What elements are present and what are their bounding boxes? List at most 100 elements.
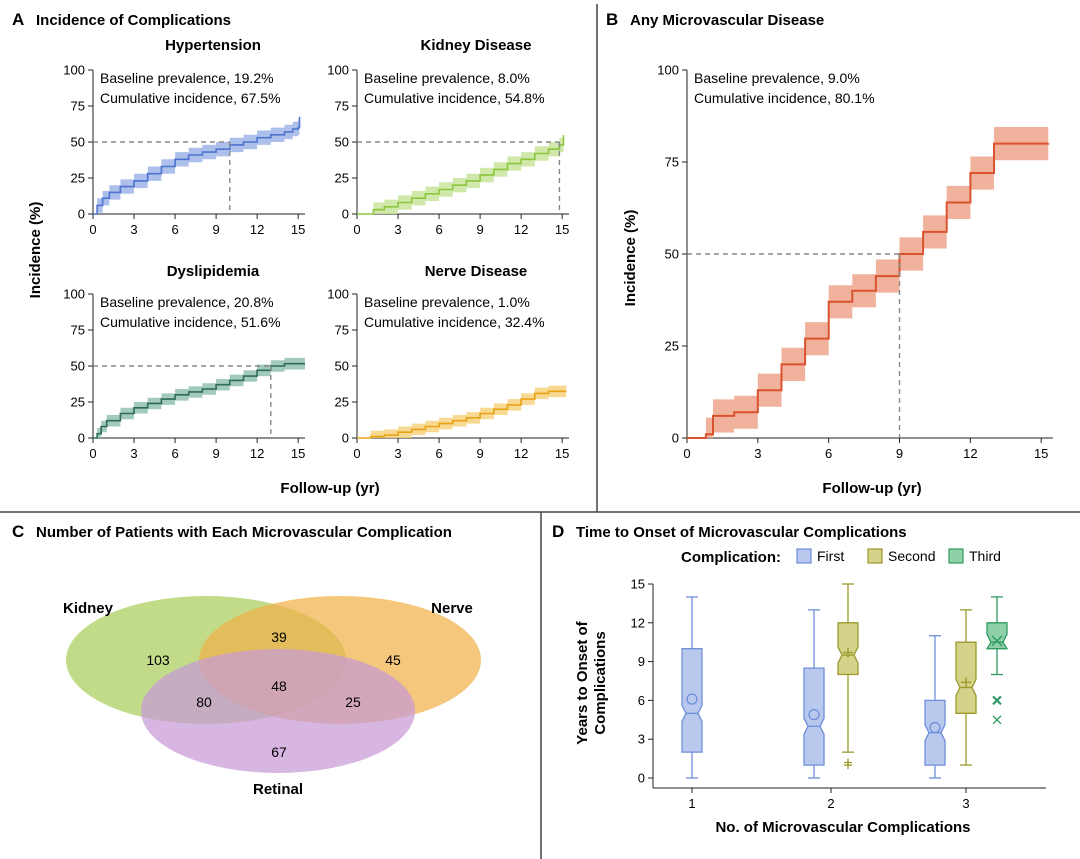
any_microvascular-y-tick-label: 75: [665, 155, 679, 170]
boxplot-legend-title: Complication:: [681, 549, 781, 566]
boxplot-y-axis-title-line1: Years to Onset of: [574, 620, 591, 744]
dyslipidemia-y-tick-label: 100: [63, 287, 85, 302]
kidney-y-tick-label: 50: [335, 135, 349, 150]
boxplot-x-tick-label: 1: [688, 796, 695, 811]
hypertension-y-tick-label: 25: [71, 171, 85, 186]
dyslipidemia-baseline-label: Baseline prevalence, 20.8%: [100, 294, 274, 310]
any_microvascular-x-tick-label: 3: [754, 446, 761, 461]
any_microvascular-cumulative-label: Cumulative incidence, 80.1%: [694, 90, 875, 106]
any_microvascular-x-tick-label: 12: [963, 446, 977, 461]
venn-label-retinal: Retinal: [253, 781, 303, 798]
panel-a-y-axis-title: Incidence (%): [27, 202, 44, 299]
hypertension-y-tick-label: 0: [78, 207, 85, 222]
kidney-chart: Kidney Disease 0 25 50 75 100 0 3 6 9 12 15 Baseline…: [327, 37, 569, 237]
hypertension-x-tick-label: 0: [89, 222, 96, 237]
kidney-incidence-line: [357, 135, 565, 215]
venn-diagram: Kidney Nerve Retinal 103 45 67 39 80 25 48: [63, 596, 481, 798]
kidney-x-tick-label: 9: [476, 222, 483, 237]
hypertension-x-tick-label: 15: [291, 222, 305, 237]
venn-region-nerve-retinal: 25: [345, 694, 361, 710]
hypertension-x-tick-label: 3: [130, 222, 137, 237]
any_microvascular-x-tick-label: 0: [683, 446, 690, 461]
nerve-title: Nerve Disease: [425, 263, 528, 280]
outlier-second-group-2: [844, 758, 852, 767]
dyslipidemia-title: Dyslipidemia: [167, 263, 260, 280]
kidney-y-tick-label: 25: [335, 171, 349, 186]
dyslipidemia-x-tick-label: 0: [89, 446, 96, 461]
boxplot-x-axis-title: No. of Microvascular Complications: [715, 819, 970, 836]
dyslipidemia-confidence-band: [93, 357, 305, 438]
legend-label-third: Third: [969, 548, 1001, 564]
hypertension-y-tick-label: 100: [63, 63, 85, 78]
panel-c-letter: C: [12, 522, 24, 541]
hypertension-title: Hypertension: [165, 37, 261, 54]
kidney-title: Kidney Disease: [421, 37, 532, 54]
outlier-third-group-3: [992, 695, 1002, 706]
hypertension-incidence-line: [93, 116, 301, 215]
dyslipidemia-cumulative-label: Cumulative incidence, 51.6%: [100, 314, 281, 330]
dyslipidemia-x-tick-label: 9: [212, 446, 219, 461]
kidney-x-tick-label: 3: [394, 222, 401, 237]
nerve-incidence-line: [357, 390, 567, 439]
panel-b-x-axis-title: Follow-up (yr): [822, 480, 921, 497]
venn-set-retinal: [141, 649, 415, 773]
line-charts-layer: Hypertension 0 25 50 75 100 0 3 6 9 12 15 Baseline p…: [63, 37, 1053, 461]
venn-region-kidney-nerve: 39: [271, 629, 287, 645]
nerve-confidence-band: [357, 385, 567, 438]
panel-d-letter: D: [552, 522, 564, 541]
boxplot-y-tick-label: 9: [638, 654, 645, 669]
dyslipidemia-x-tick-label: 15: [291, 446, 305, 461]
hypertension-x-tick-label: 12: [250, 222, 264, 237]
nerve-x-tick-label: 9: [476, 446, 483, 461]
panel-b-title: Any Microvascular Disease: [630, 12, 824, 29]
venn-region-nerve: 45: [385, 652, 401, 668]
nerve-y-tick-label: 50: [335, 359, 349, 374]
kidney-x-tick-label: 15: [555, 222, 569, 237]
hypertension-chart: Hypertension 0 25 50 75 100 0 3 6 9 12 15 Baseline p…: [63, 37, 305, 237]
nerve-y-tick-label: 0: [342, 431, 349, 446]
dyslipidemia-x-tick-label: 12: [250, 446, 264, 461]
hypertension-baseline-label: Baseline prevalence, 19.2%: [100, 70, 274, 86]
mean-marker-second-group-2: [843, 647, 853, 658]
dyslipidemia-x-tick-label: 3: [130, 446, 137, 461]
kidney-y-tick-label: 100: [327, 63, 349, 78]
hypertension-x-tick-label: 6: [171, 222, 178, 237]
hypertension-confidence-band: [93, 109, 300, 214]
nerve-baseline-label: Baseline prevalence, 1.0%: [364, 294, 530, 310]
boxplot-y-tick-label: 12: [631, 615, 645, 630]
venn-label-kidney: Kidney: [63, 600, 114, 617]
any_microvascular-y-tick-label: 50: [665, 247, 679, 262]
any_microvascular-y-tick-label: 100: [657, 63, 679, 78]
kidney-x-tick-label: 6: [435, 222, 442, 237]
any_microvascular-x-tick-label: 15: [1034, 446, 1048, 461]
outlier-third-group-3: [992, 715, 1002, 725]
boxplot-y-tick-label: 6: [638, 693, 645, 708]
nerve-x-tick-label: 12: [514, 446, 528, 461]
any_microvascular-x-tick-label: 6: [825, 446, 832, 461]
hypertension-x-tick-label: 9: [212, 222, 219, 237]
nerve-x-tick-label: 15: [555, 446, 569, 461]
boxplot-y-axis-title-line2: Complications: [592, 631, 609, 734]
mean-marker-second-group-3: [961, 677, 971, 688]
panel-b-letter: B: [606, 10, 618, 29]
nerve-x-tick-label: 6: [435, 446, 442, 461]
hypertension-y-tick-label: 75: [71, 99, 85, 114]
kidney-y-tick-label: 0: [342, 207, 349, 222]
dyslipidemia-y-tick-label: 75: [71, 323, 85, 338]
box-first-group-1: [681, 648, 703, 753]
nerve-y-tick-label: 75: [335, 323, 349, 338]
hypertension-y-tick-label: 50: [71, 135, 85, 150]
legend-swatch-first: [796, 548, 812, 564]
boxplot-y-tick-label: 0: [638, 771, 645, 786]
venn-region-kidney-nerve-retinal: 48: [271, 678, 287, 694]
boxplot-y-tick-label: 3: [638, 732, 645, 747]
any_microvascular-chart: 0 25 50 75 100 0 3 6 9 12 15 Baseline prevalence, 9…: [657, 63, 1053, 461]
nerve-cumulative-label: Cumulative incidence, 32.4%: [364, 314, 545, 330]
panel-c-title: Number of Patients with Each Microvascul…: [36, 524, 452, 541]
panel-d-title: Time to Onset of Microvascular Complicat…: [576, 524, 907, 541]
venn-label-nerve: Nerve: [431, 600, 473, 617]
panel-a-letter: A: [12, 10, 24, 29]
hypertension-cumulative-label: Cumulative incidence, 67.5%: [100, 90, 281, 106]
boxplot-x-tick-label: 3: [962, 796, 969, 811]
